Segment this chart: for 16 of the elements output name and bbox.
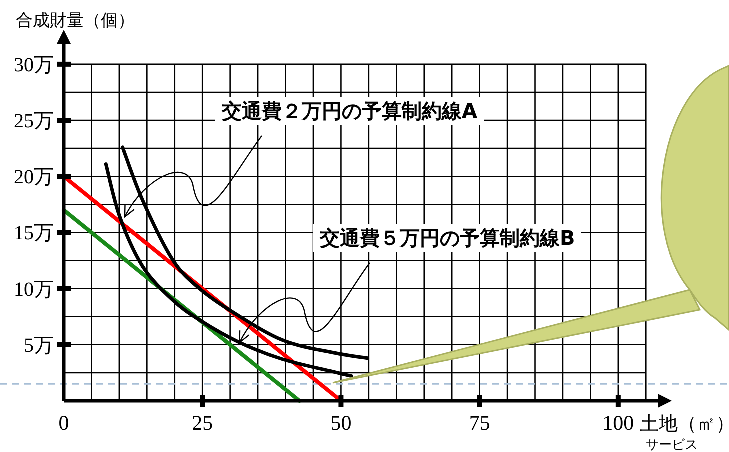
x-tick-label: 50	[330, 411, 352, 435]
y-tick-label: 30万	[14, 54, 54, 76]
annotation: 交通費５万円の予算制約線B	[319, 226, 576, 250]
x-tick-label: 75	[469, 411, 490, 435]
y-tick-label: 15万	[14, 222, 54, 245]
annotation: 交通費２万円の予算制約線A	[221, 99, 478, 123]
y-axis-title: 合成財量（個）	[16, 11, 135, 31]
x-tick-label: 0	[58, 411, 70, 435]
y-tick-label: 10万	[14, 278, 54, 301]
x-tick-label: 25	[192, 411, 214, 435]
y-tick-label: 25万	[14, 110, 54, 133]
x-tick-label: 100	[602, 411, 634, 435]
y-tick-label: 5万	[24, 334, 54, 357]
x-axis-title: 土地（㎡）	[640, 413, 729, 435]
text: サービス	[646, 438, 698, 452]
y-tick-label: 20万	[14, 166, 54, 189]
